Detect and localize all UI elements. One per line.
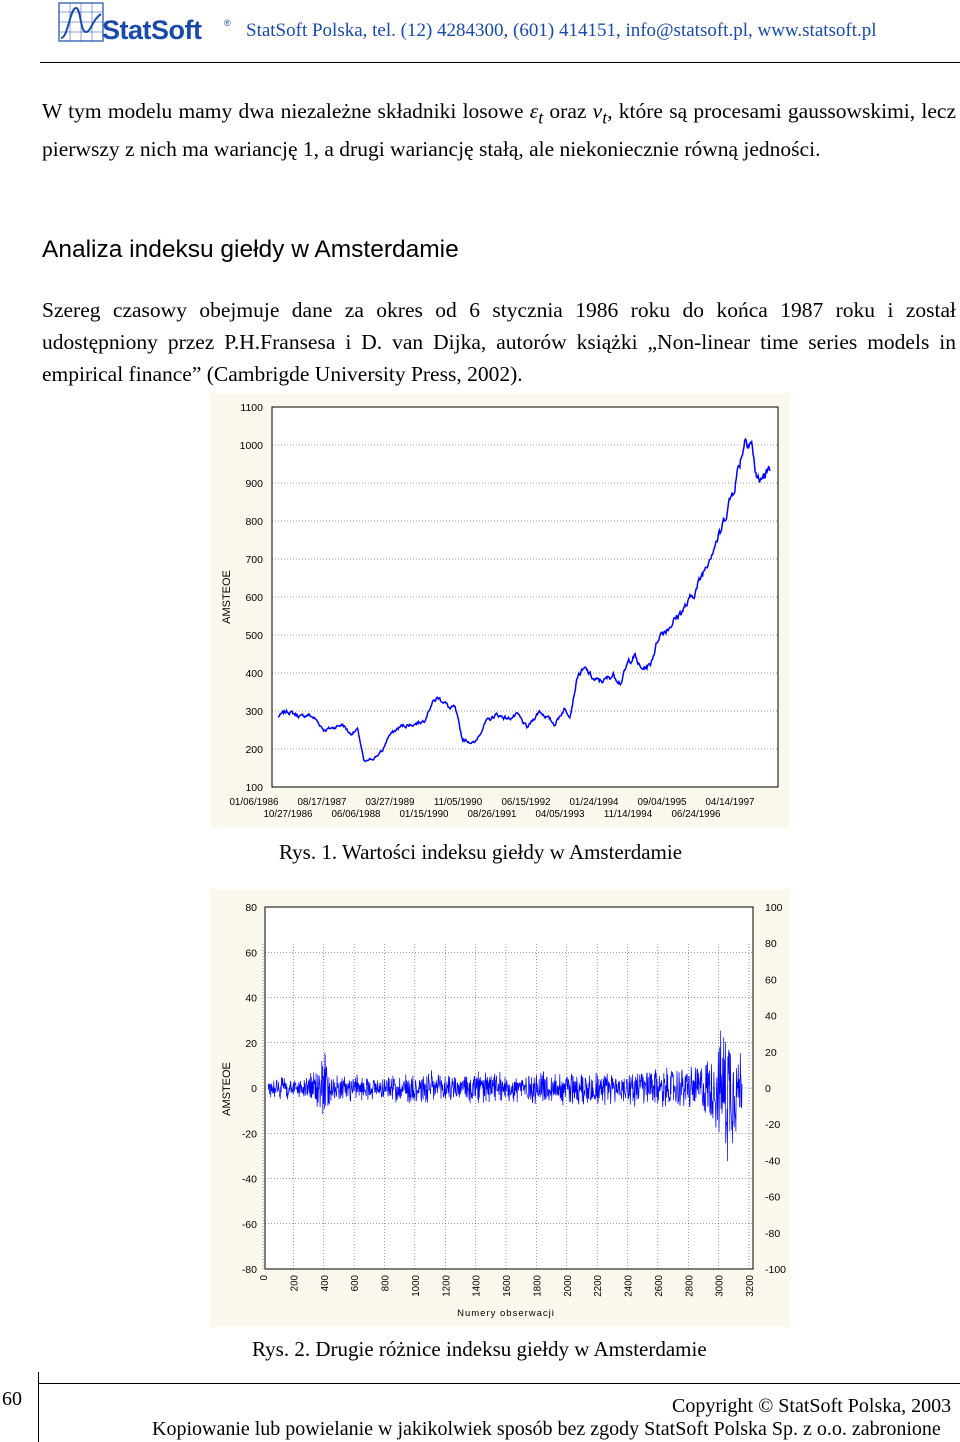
chart2-x-tick-label: 600 [350,1274,361,1291]
epsilon-symbol: ε [529,99,539,123]
chart1-x-tick-label: 06/15/1992 [501,797,550,808]
footer-copyright: Copyright © StatSoft Polska, 2003 [672,1395,952,1417]
page-number: 60 [2,1388,22,1410]
chart1-y-tick-label: 200 [245,744,263,756]
chart2-x-tick-label: 3000 [715,1274,726,1296]
nu-symbol: v [592,99,603,123]
figure2-caption: Rys. 2. Drugie różnice indeksu giełdy w … [252,1337,707,1361]
chart1-x-tick-label: 11/14/1994 [604,809,653,820]
chart2-x-tick-label: 1400 [472,1274,483,1296]
chart1-x-tick-label: 09/04/1995 [637,797,687,808]
footer-divider-horizontal [38,1383,960,1384]
chart1-x-tick-label: 11/05/1990 [434,797,483,808]
header-rule [40,62,960,63]
index-values-chart: 1100 1000 900 800 700 600 500 400 300 200 100 01/0… [210,393,790,828]
chart1-x-tick-label: 06/24/1996 [671,809,721,820]
chart1-y-tick-label: 1000 [240,440,264,452]
chart2-x-tick-label: 1200 [441,1274,452,1296]
chart1-x-tick-label: 03/27/1989 [365,797,414,808]
chart2-x-tick-label: 0 [259,1274,270,1280]
epsilon-subscript: t [538,107,544,128]
intro-paragraph: W tym modelu mamy dwa niezależne składni… [42,95,956,165]
chart2-x-tick-label: 3200 [745,1274,756,1296]
chart2-ylabel: AMSTEOE [221,1062,233,1116]
chart1-y-tick-label: 900 [245,478,263,490]
chart2-x-tick-label: 2800 [684,1274,695,1296]
chart2-x-tick-label: 1800 [532,1274,543,1296]
chart1-x-tick-label: 04/05/1993 [535,809,585,820]
chart2-y-right-tick-label: 100 [765,902,783,914]
chart2-x-tick-label: 2000 [563,1274,574,1296]
chart1-ylabel: AMSTEOE [221,570,233,624]
chart2-y-right-tick-label: 60 [765,974,777,986]
chart1-x-tick-label: 04/14/1997 [705,797,754,808]
chart2-y-right-tick-label: -40 [765,1155,780,1167]
para1-text-3: , które są procesami gaussowskimi, lecz … [42,99,956,162]
chart1-y-tick-label: 400 [245,668,263,680]
registered-mark: ® [224,18,231,28]
chart2-y-right-tick-label: 0 [765,1083,771,1095]
chart2-y-right-tick-label: -100 [765,1264,786,1276]
chart1-y-tick-label: 100 [245,782,263,794]
chart2-y-left-tick-label: 20 [245,1038,257,1050]
chart1-y-tick-label: 700 [245,554,263,566]
chart2-y-right-tick-label: 40 [765,1011,777,1023]
second-differences-chart: 806040200-20-40-60-80100806040200-20-40-… [210,889,790,1327]
chart1-y-tick-label: 600 [245,592,263,604]
chart1-x-tick-label: 01/15/1990 [399,809,449,820]
chart1-series-line [277,437,771,763]
chart1-y-tick-label: 1100 [240,402,263,414]
data-description-paragraph: Szereg czasowy obejmuje dane za okres od… [42,298,956,386]
chart1-x-tick-label: 10/27/1986 [263,809,313,820]
chart1-x-tick-label: 06/06/1988 [331,809,381,820]
chart2-x-tick-label: 200 [289,1274,300,1291]
chart1-x-tick-label: 01/06/1986 [229,797,279,808]
chart2-y-left-tick-label: -60 [242,1219,257,1231]
chart2-y-left-tick-label: 60 [245,947,257,959]
chart2-y-left-tick-label: 40 [245,993,257,1005]
chart1-y-tick-label: 800 [245,516,263,528]
chart2-x-tick-label: 400 [320,1274,331,1291]
chart1-x-tick-label: 08/26/1991 [467,809,516,820]
statsoft-logo-icon [58,2,104,42]
chart1-x-tick-label: 01/24/1994 [569,797,619,808]
chart2-x-tick-label: 1600 [502,1274,513,1296]
chart1-y-tick-label: 300 [245,706,263,718]
chart2-y-left-tick-label: -20 [242,1128,257,1140]
nu-subscript: t [602,107,608,128]
chart2-x-tick-label: 2400 [624,1274,635,1296]
chart2-x-tick-label: 2600 [654,1274,665,1296]
chart2-y-right-tick-label: -60 [765,1192,780,1204]
chart2-series-line [267,1030,743,1162]
para1-text-2: oraz [543,99,593,123]
para1-text-1: W tym modelu mamy dwa niezależne składni… [42,99,530,123]
logo-text: StatSoft [102,15,202,45]
chart2-xlabel: Numery obserwacji [457,1308,555,1319]
footer-divider-vertical [38,1372,39,1442]
footer-license: Kopiowanie lub powielanie w jakikolwiek … [152,1418,941,1440]
chart2-y-left-tick-label: 80 [245,902,257,914]
chart2-y-left-tick-label: -80 [242,1264,257,1276]
chart2-y-right-tick-label: 80 [765,938,777,950]
chart2-y-left-tick-label: 0 [251,1083,257,1095]
chart2-y-right-tick-label: -80 [765,1228,780,1240]
chart2-x-tick-label: 2200 [593,1274,604,1296]
chart1-y-tick-label: 500 [245,630,263,642]
chart2-x-tick-label: 1000 [411,1274,422,1296]
header-contact: StatSoft Polska, tel. (12) 4284300, (601… [246,20,877,41]
chart2-y-right-tick-label: 20 [765,1047,777,1059]
chart2-y-right-tick-label: -20 [765,1119,780,1131]
figure1-caption: Rys. 1. Wartości indeksu giełdy w Amster… [279,840,683,864]
chart2-x-tick-label: 800 [381,1274,392,1291]
chart2-y-left-tick-label: -40 [242,1174,257,1186]
chart1-x-tick-label: 08/17/1987 [297,797,346,808]
section-title: Analiza indeksu giełdy w Amsterdamie [42,236,459,263]
